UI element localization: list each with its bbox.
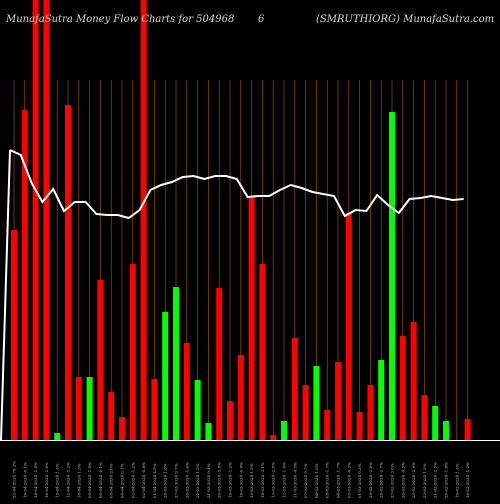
x-tick-label: 16-04-2024 -2.6% [44,462,49,498]
x-tick-label: 14-03-2024 -3.1% [260,462,265,498]
bar [32,0,39,440]
bar [345,213,352,440]
x-tick-label: 21-03-2024 0.1% [206,463,211,498]
x-tick-label: 05-04-2024 2.0% [109,463,114,498]
x-tick-label: 19-03-2024 -1.2% [228,462,233,498]
bar [119,417,125,440]
x-tick-label: 22-04-2024 79.3% [12,461,17,498]
x-tick-label: 13-03-2024 -2.8% [271,462,276,498]
x-tick-label: 07-03-2024 0.7% [303,463,308,498]
money-flow-line [9,149,464,220]
bar [86,377,93,440]
bar [356,412,363,440]
bar [399,336,406,440]
x-tick-label: 27-02-2024 3.8% [390,463,395,498]
bar [270,435,277,440]
bar [194,380,201,440]
x-tick-label: 26-03-2024 -1.6% [184,462,189,498]
bar [173,287,179,440]
bar [108,392,115,440]
x-tick-label: 15-03-2024 1.5% [249,463,254,498]
bar [281,421,287,440]
bar [97,280,104,440]
chart-title-left: MunafaSutra Money Flow Charts for 504968 [5,14,234,25]
bar [151,379,158,440]
bar [237,355,244,440]
tick-label-layer: 22-04-2024 79.3% 19-04-2024 -0.1% 18-04-20… [12,461,471,498]
bar [302,385,309,440]
x-tick-label: 20-03-2024 -3.8% [217,462,222,498]
bar [11,230,17,440]
bar [367,385,374,440]
x-tick-label: 26-02-2024 -4.5% [400,462,405,498]
x-tick-label: 15-04-2024 1.3% [55,463,60,498]
chart-title-right: (SMRUTHIORG) MunafaSutra.com [316,14,494,25]
x-tick-label: 18-04-2024 -1.4% [33,462,38,498]
x-tick-label: 19-02-2024 1.3% [454,463,459,498]
x-tick-label: 20-02-2024 -1.8% [444,462,449,498]
bar [21,110,28,440]
money-flow-line-start [0,149,11,441]
x-tick-label: 28-03-2024 1.8% [163,463,168,498]
bar [464,419,471,440]
x-tick-label: 23-02-2024 -2.9% [411,462,416,498]
bar [378,360,385,440]
x-tick-label: 11-03-2024 -4.5% [292,462,297,498]
x-tick-label: 10-04-2024 1.3% [76,463,81,498]
bar [43,0,50,440]
bar [335,362,341,440]
line-layer [0,149,464,441]
bar [75,377,82,440]
bar [183,343,190,440]
x-tick-label: 21-02-2024 -2.5% [433,462,438,498]
bar [162,312,169,440]
bar [205,423,212,440]
bar [54,433,61,440]
x-tick-label: 08-04-2024 -0.1% [98,462,103,498]
bar [443,421,449,440]
x-tick-label: 29-02-2024 -2.8% [368,462,373,498]
x-tick-label: 22-03-2024 1.5% [195,463,200,498]
x-tick-label: 09-04-2024 -1.4% [87,462,92,498]
bar [432,406,439,440]
bar [259,264,266,440]
bar [291,338,298,440]
x-tick-label: 16-02-2024 -1.2% [465,462,470,498]
x-tick-label: 05-03-2024 -1.7% [325,462,330,498]
bar [421,395,428,440]
bar [410,322,417,440]
bar [129,264,136,440]
bar-layer [11,0,471,440]
bar [227,401,233,440]
bar [313,366,320,440]
x-tick-label: 04-04-2024 0.1% [120,463,125,498]
bar [65,105,71,440]
chart-title-mid: 6 [258,14,265,25]
x-tick-label: 01-03-2024 0.3% [357,463,362,498]
bar [389,112,395,440]
x-tick-label: 12-04-2024 -2.2% [66,462,71,498]
x-tick-label: 18-03-2024 -0.9% [238,462,243,498]
x-tick-label: 06-03-2024 1.6% [314,463,319,498]
x-tick-label: 27-03-2024 0.7% [174,463,179,498]
bar [216,288,223,440]
x-tick-label: 28-02-2024 -2.7% [379,462,384,498]
bar [248,197,255,440]
x-tick-label: 02-04-2024 -0.8% [141,462,146,498]
bar [140,0,147,440]
x-tick-label: 02-03-2024 -0.3% [346,462,351,498]
x-tick-label: 01-04-2024 4.9% [152,463,157,498]
x-tick-label: 22-02-2024 1.5% [422,463,427,498]
bar [324,410,331,440]
x-tick-label: 19-04-2024 -0.1% [22,462,27,498]
x-tick-label: 04-03-2024 -1.7% [336,462,341,498]
x-tick-label: 03-04-2024 -1.2% [130,462,135,498]
x-tick-label: 12-03-2024 -1.4% [282,462,287,498]
